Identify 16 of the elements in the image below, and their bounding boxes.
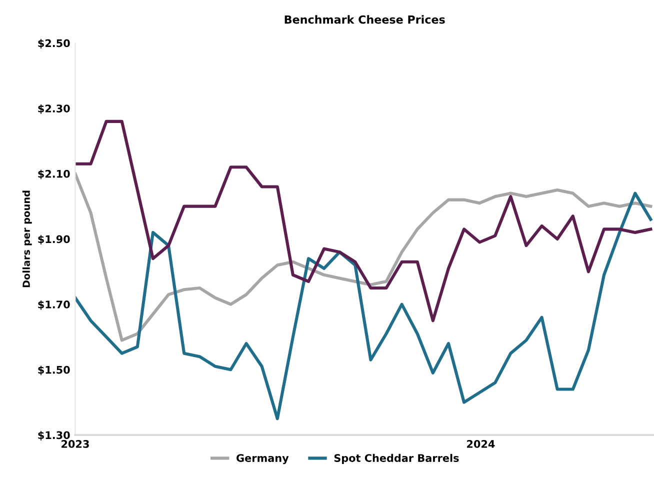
y-tick-label: $1.50 xyxy=(38,366,70,376)
legend-label: Spot Cheddar Barrels xyxy=(334,454,459,464)
y-axis-title: Dollars per pound xyxy=(22,190,32,288)
y-tick-label: $1.90 xyxy=(38,235,70,244)
x-tick-label: 2024 xyxy=(467,440,495,448)
x-tick-label: 2023 xyxy=(62,440,89,448)
y-tick-label: $2.50 xyxy=(38,39,70,49)
y-tick-label: $1.70 xyxy=(38,300,70,310)
legend-label: Germany xyxy=(236,454,289,464)
y-tick-label: $2.10 xyxy=(38,170,70,180)
line-series xyxy=(75,172,652,342)
chart-title: Benchmark Cheese Prices xyxy=(284,15,445,24)
line-series xyxy=(75,120,652,322)
y-tick-label: $2.30 xyxy=(38,104,70,114)
y-tick-label: $1.30 xyxy=(38,431,70,440)
line-series xyxy=(75,192,652,420)
